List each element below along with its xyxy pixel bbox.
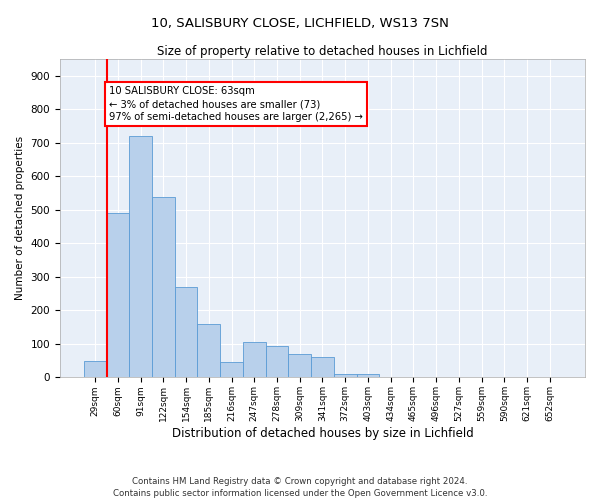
Bar: [356, 374, 379, 378]
Text: 10 SALISBURY CLOSE: 63sqm
← 3% of detached houses are smaller (73)
97% of semi-d: 10 SALISBURY CLOSE: 63sqm ← 3% of detach…: [109, 86, 362, 122]
Bar: [334, 374, 356, 378]
Bar: [289, 354, 311, 378]
Bar: [243, 342, 266, 378]
Text: 10, SALISBURY CLOSE, LICHFIELD, WS13 7SN: 10, SALISBURY CLOSE, LICHFIELD, WS13 7SN: [151, 18, 449, 30]
Text: Contains HM Land Registry data © Crown copyright and database right 2024.
Contai: Contains HM Land Registry data © Crown c…: [113, 476, 487, 498]
Bar: [107, 214, 129, 378]
Bar: [84, 360, 107, 378]
Y-axis label: Number of detached properties: Number of detached properties: [15, 136, 25, 300]
Bar: [175, 287, 197, 378]
X-axis label: Distribution of detached houses by size in Lichfield: Distribution of detached houses by size …: [172, 427, 473, 440]
Bar: [311, 358, 334, 378]
Title: Size of property relative to detached houses in Lichfield: Size of property relative to detached ho…: [157, 45, 488, 58]
Bar: [129, 136, 152, 378]
Bar: [152, 196, 175, 378]
Bar: [266, 346, 289, 378]
Bar: [197, 324, 220, 378]
Bar: [220, 362, 243, 378]
